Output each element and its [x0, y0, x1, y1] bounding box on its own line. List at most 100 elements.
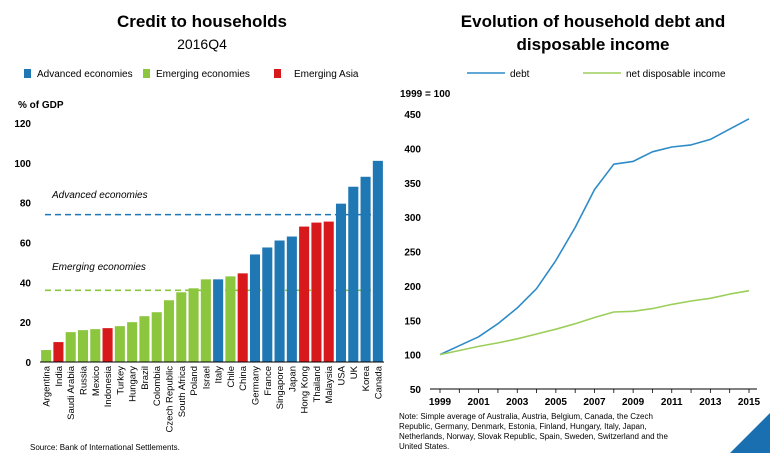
series-line-net-disposable-income [439, 289, 750, 356]
left-x-tick-label: Brazil [140, 366, 151, 390]
bar-japan [286, 236, 297, 362]
left-x-tick-label: Poland [189, 366, 200, 396]
left-legend: Advanced economies Emerging economies Em… [24, 69, 359, 80]
bar-usa [335, 203, 347, 362]
bar-mexico [90, 329, 101, 362]
right-lines [439, 118, 750, 356]
right-x-tick-label: 2015 [738, 397, 761, 408]
bar-malaysia [323, 221, 334, 362]
note-line: Note: Simple average of Australia, Austr… [399, 412, 653, 421]
left-bars [41, 160, 383, 362]
left-x-tick-label: Canada [373, 365, 384, 399]
left-y-unit: % of GDP [18, 100, 64, 111]
left-x-tick-label: Saudi Arabia [66, 365, 77, 420]
right-y-axis: 50 100 150 200 250 300 350 400 450 [404, 110, 421, 396]
bar-israel [200, 279, 211, 362]
note-line: Netherlands, Norway, Slovak Republic, Sp… [399, 432, 668, 441]
bar-colombia [151, 312, 162, 362]
right-note: Note: Simple average of Australia, Austr… [399, 412, 668, 451]
left-reference-label: Emerging economies [52, 262, 146, 273]
bar-thailand [311, 222, 322, 362]
legend-label-emerging: Emerging economies [156, 69, 250, 80]
right-x-tick-label: 2001 [468, 397, 491, 408]
left-x-tick-label: Hungary [128, 366, 139, 402]
legend-label-advanced: Advanced economies [37, 69, 133, 80]
left-x-tick-label: Colombia [152, 365, 163, 406]
left-x-tick-label: Singapore [275, 366, 286, 409]
right-y-tick-label: 250 [404, 248, 421, 259]
bar-hungary [127, 322, 138, 362]
bar-india [53, 342, 64, 362]
legend-label-asia: Emerging Asia [294, 69, 359, 80]
left-x-tick-label: Thailand [312, 366, 323, 402]
left-x-tick-label: Israel [201, 366, 212, 389]
right-index-note: 1999 = 100 [400, 89, 451, 100]
left-x-axis-labels: Argentina India Saudi Arabia Russia Mexico In… [42, 365, 385, 432]
left-x-tick-label: Malaysia [324, 365, 335, 403]
left-x-tick-label: Turkey [115, 366, 126, 395]
right-y-tick-label: 350 [404, 179, 421, 190]
bar-saudi-arabia [65, 332, 76, 362]
bar-russia [77, 330, 89, 362]
left-x-tick-label: South Africa [177, 365, 188, 417]
left-x-tick-label: China [238, 365, 249, 391]
left-y-axis: 0 20 40 60 80 100 120 [14, 119, 31, 369]
right-x-tick-label: 2005 [545, 397, 568, 408]
legend-label-income: net disposable income [626, 69, 726, 80]
bar-turkey [114, 326, 125, 362]
bar-germany [249, 254, 261, 362]
right-chart: Evolution of household debt and disposab… [399, 12, 761, 451]
left-y-tick-label: 0 [25, 358, 31, 369]
left-x-tick-label: Indonesia [103, 365, 114, 407]
bar-south-africa [176, 292, 187, 362]
bar-korea [360, 176, 371, 362]
bar-czech-republic [163, 300, 175, 362]
right-chart-title-line1: Evolution of household debt and [461, 12, 725, 31]
left-y-tick-label: 20 [20, 318, 32, 329]
left-x-tick-label: India [54, 365, 65, 386]
left-chart: Credit to households 2016Q4 Advanced eco… [14, 12, 384, 452]
right-y-tick-label: 450 [404, 110, 421, 121]
bar-indonesia [102, 328, 113, 362]
right-y-tick-label: 300 [404, 213, 421, 224]
left-x-tick-label: Italy [214, 366, 225, 384]
right-y-tick-label: 50 [410, 385, 422, 396]
left-x-tick-label: Argentina [42, 365, 53, 406]
note-line: United States. [399, 442, 449, 451]
left-chart-subtitle: 2016Q4 [177, 36, 227, 52]
right-y-tick-label: 200 [404, 282, 421, 293]
left-y-tick-label: 40 [20, 278, 32, 289]
bar-china [237, 273, 248, 362]
right-chart-title-line2: disposable income [516, 35, 669, 54]
left-x-tick-label: Russia [79, 365, 90, 395]
left-reference-label: Advanced economies [51, 190, 148, 201]
right-x-tick-label: 2009 [622, 397, 645, 408]
right-legend: debt net disposable income [467, 69, 726, 80]
left-x-tick-label: Korea [361, 365, 372, 391]
bar-uk [348, 186, 359, 362]
bar-poland [188, 288, 199, 362]
left-x-tick-label: UK [349, 365, 360, 379]
left-x-tick-label: Czech Republic [165, 366, 176, 433]
right-x-tick-label: 2007 [583, 397, 606, 408]
legend-swatch-emerging [143, 69, 150, 78]
series-line-debt [439, 118, 750, 356]
right-y-tick-label: 400 [404, 144, 421, 155]
left-y-tick-label: 80 [20, 199, 32, 210]
legend-label-debt: debt [510, 69, 530, 80]
bar-france [262, 247, 273, 362]
right-x-tick-label: 2011 [661, 397, 683, 408]
left-x-tick-label: USA [337, 365, 348, 385]
left-chart-title: Credit to households [117, 12, 287, 31]
bar-canada [372, 160, 383, 362]
right-x-tick-label: 2013 [699, 397, 722, 408]
bar-brazil [139, 316, 150, 362]
right-y-tick-label: 100 [404, 351, 421, 362]
left-x-tick-label: Chile [226, 366, 237, 388]
left-x-tick-label: Germany [251, 366, 262, 405]
right-y-tick-label: 150 [404, 316, 421, 327]
note-line: Republic, Germany, Denmark, Estonia, Fin… [399, 422, 647, 431]
left-x-tick-label: France [263, 366, 274, 396]
bar-hong-kong [299, 226, 310, 362]
